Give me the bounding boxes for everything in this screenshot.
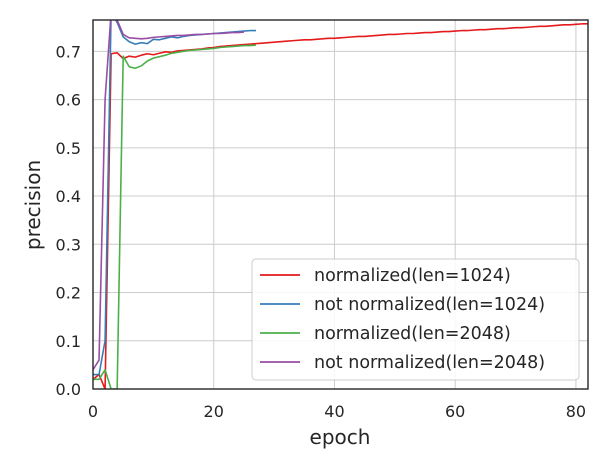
plot-frame (92, 19, 589, 390)
y-axis-ticks: 0.0 0.1 0.2 0.3 0.4 0.5 0.6 0.7 (56, 42, 81, 399)
legend-label: not normalized(len=2048) (314, 353, 545, 373)
grid (92, 20, 588, 390)
y-tick-label: 0.7 (56, 42, 81, 61)
legend-label: not normalized(len=1024) (314, 295, 545, 315)
series-lines (93, 20, 588, 389)
y-tick-label: 0.5 (56, 139, 81, 158)
series-line-1 (93, 23, 588, 389)
legend: normalized(len=1024) not normalized(len=1… (251, 258, 580, 381)
x-tick-label: 60 (445, 402, 465, 421)
y-axis-title: precision (21, 160, 45, 250)
series-line-4 (93, 20, 244, 371)
x-tick-label: 0 (88, 402, 98, 421)
x-tick-label: 20 (204, 402, 224, 421)
y-tick-label: 0.2 (56, 284, 81, 303)
y-tick-label: 0.4 (56, 187, 81, 206)
series-line-3 (93, 44, 257, 389)
legend-label: normalized(len=1024) (314, 266, 511, 286)
legend-box (251, 258, 580, 381)
legend-label: normalized(len=2048) (314, 324, 511, 344)
x-axis-ticks: 0 20 40 60 80 (88, 402, 586, 421)
y-tick-label: 0.6 (56, 91, 81, 110)
x-tick-label: 80 (566, 402, 586, 421)
y-tick-label: 0.0 (56, 380, 81, 399)
x-axis-title: epoch (310, 425, 371, 449)
y-tick-label: 0.3 (56, 235, 81, 254)
x-tick-label: 40 (324, 402, 344, 421)
y-tick-label: 0.1 (56, 332, 81, 351)
